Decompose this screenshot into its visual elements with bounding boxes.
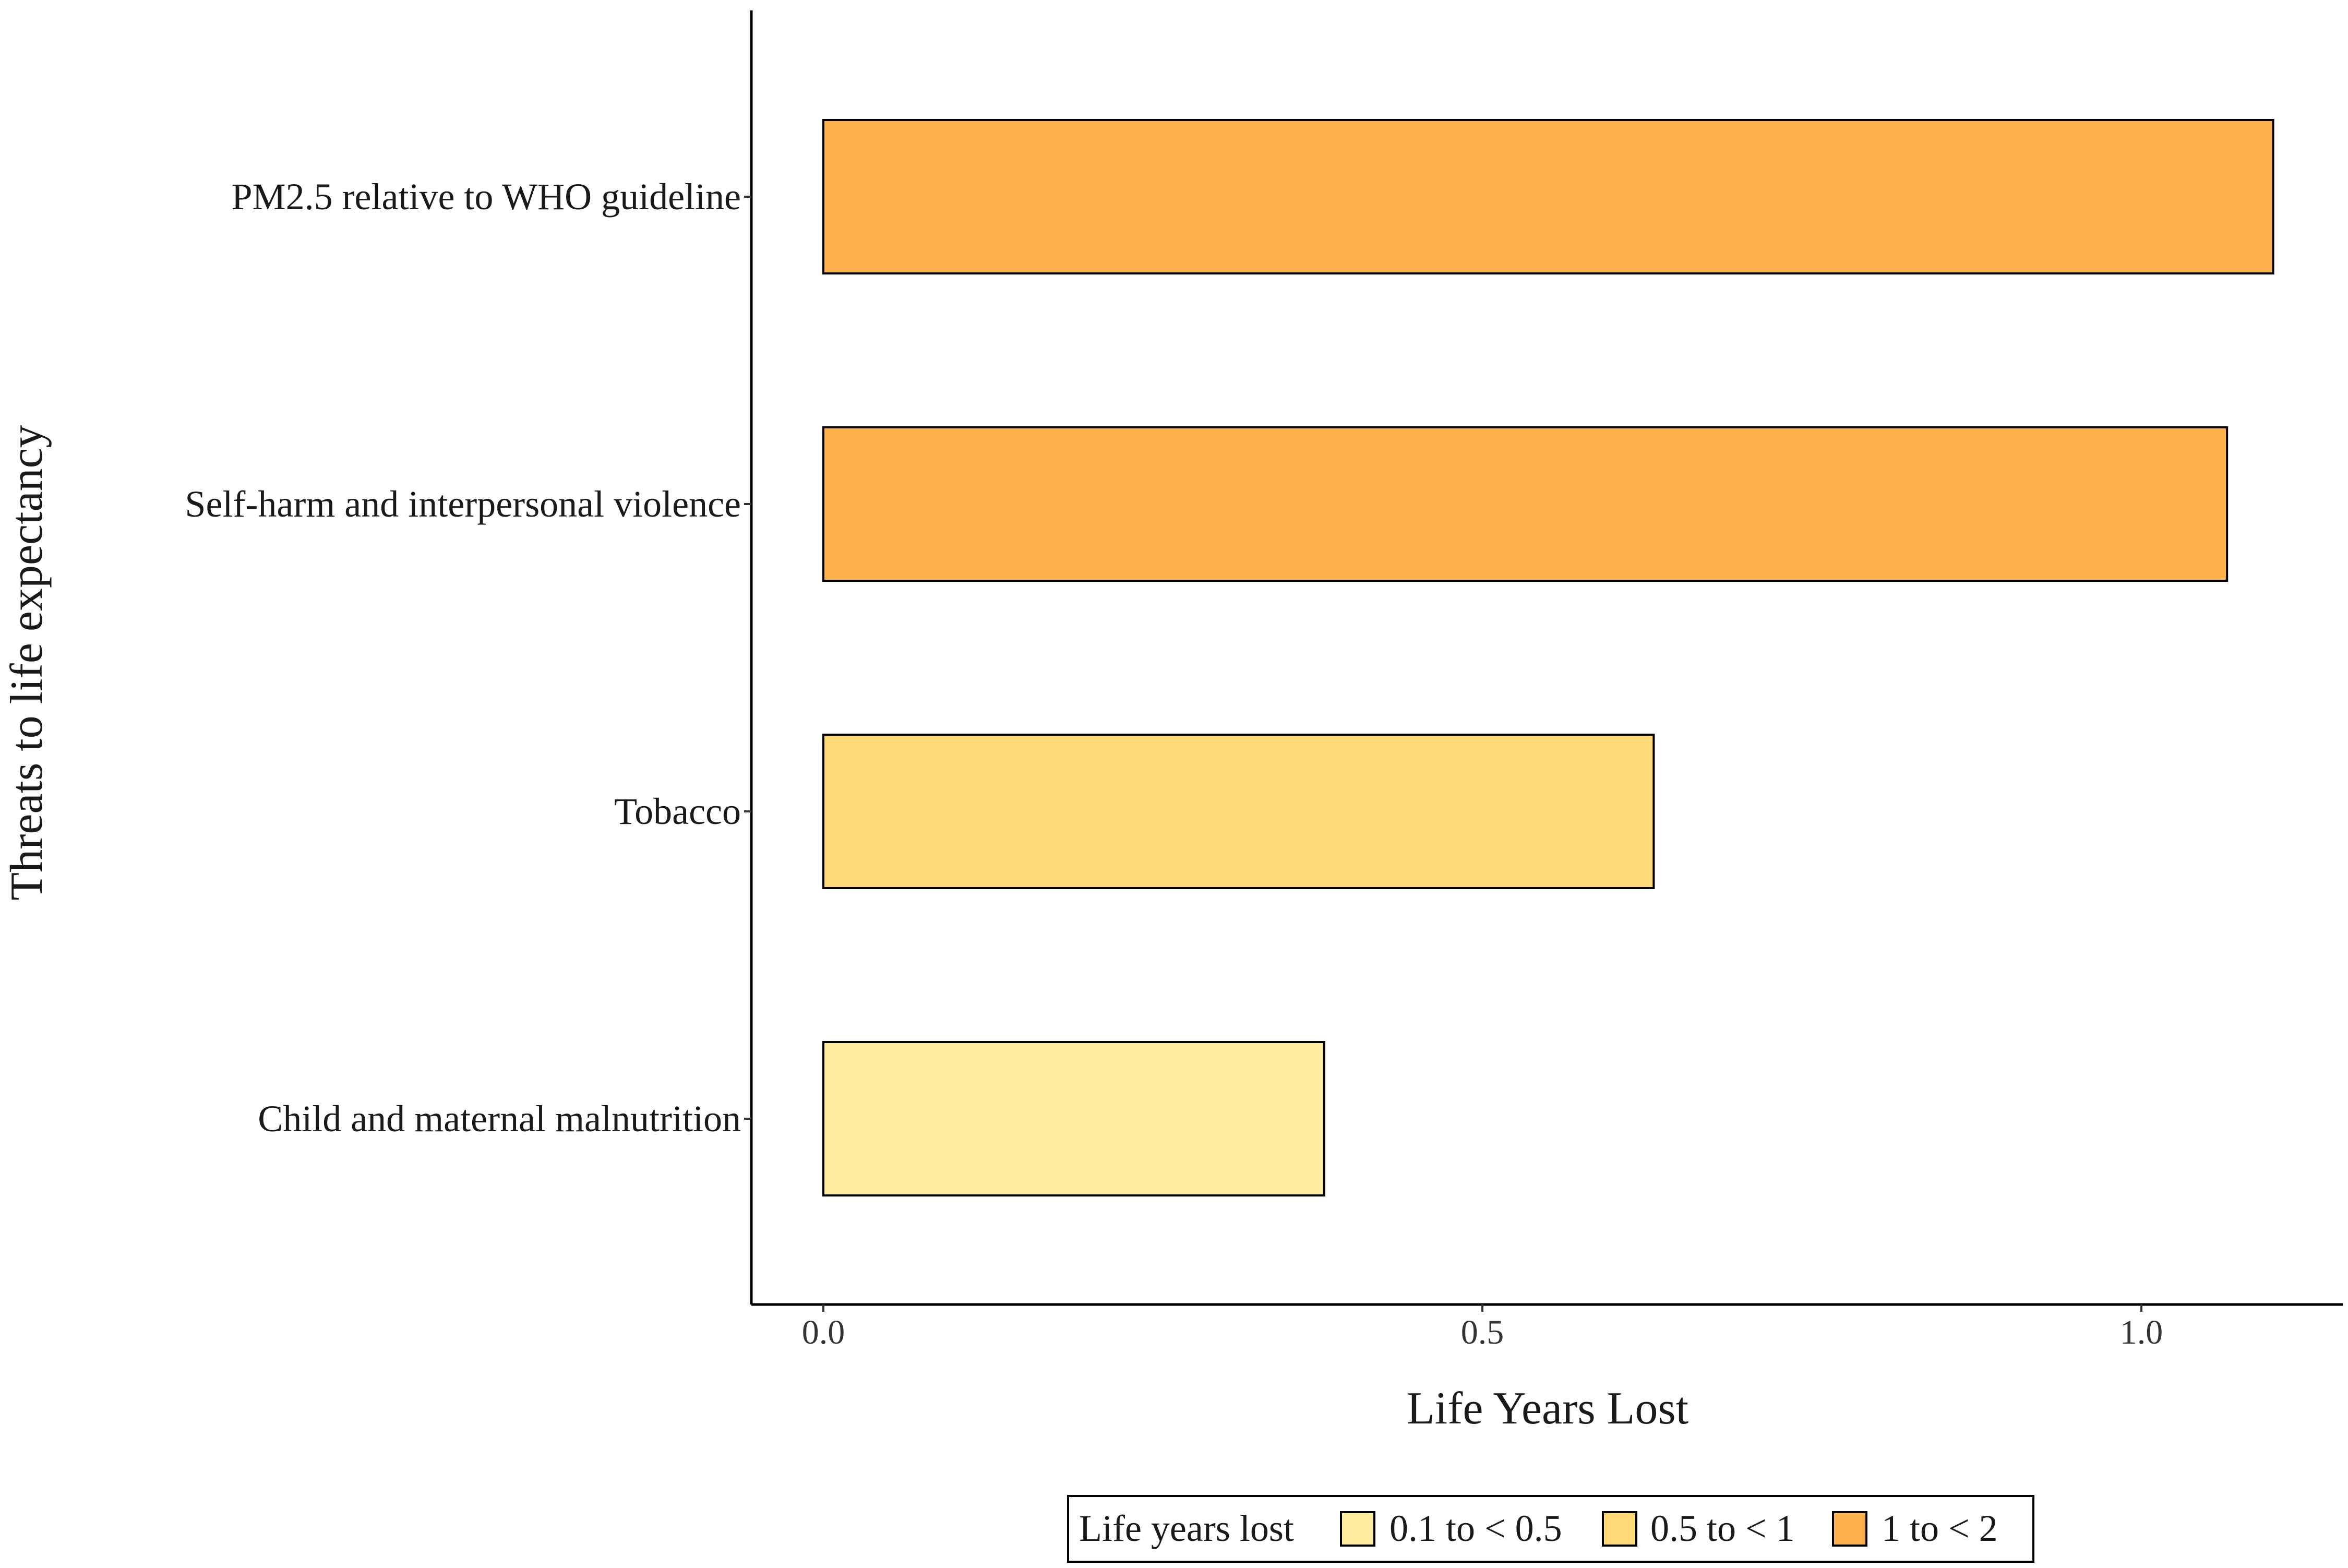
category-label-0: PM2.5 relative to WHO guideline	[232, 176, 741, 218]
x-tick-label-0: 0.0	[802, 1313, 845, 1351]
category-labels: PM2.5 relative to WHO guideline Self-harm…	[185, 176, 751, 1140]
legend-key-2	[1832, 1511, 1867, 1547]
bar-3	[822, 1041, 1325, 1196]
bar-0	[822, 119, 2274, 274]
x-ticks: 0.0 0.5 1.0	[802, 1304, 2163, 1351]
category-label-3: Child and maternal malnutrition	[258, 1098, 741, 1140]
category-label-1: Self-harm and interpersonal violence	[185, 483, 741, 525]
legend: Life years lost 0.1 to < 0.5 0.5 to < 1 1 …	[1067, 1495, 2034, 1563]
bar-2	[822, 734, 1655, 889]
legend-box	[1067, 1495, 2034, 1563]
legend-key-0	[1340, 1511, 1375, 1547]
category-label-2: Tobacco	[614, 791, 741, 832]
y-axis-title: Threats to life expectancy	[2, 425, 52, 900]
legend-label-1: 0.5 to < 1	[1650, 1507, 1795, 1549]
legend-label-2: 1 to < 2	[1882, 1507, 1998, 1549]
legend-title: Life years lost	[1079, 1507, 1294, 1549]
axes	[750, 10, 2343, 1306]
x-tick-label-1: 0.5	[1461, 1313, 1504, 1351]
x-tick-label-2: 1.0	[2120, 1313, 2163, 1351]
bar-1	[822, 426, 2229, 582]
legend-label-0: 0.1 to < 0.5	[1389, 1507, 1562, 1549]
legend-key-1	[1602, 1511, 1637, 1547]
bars	[822, 119, 2274, 1196]
x-axis-title: Life Years Lost	[1407, 1383, 1688, 1434]
